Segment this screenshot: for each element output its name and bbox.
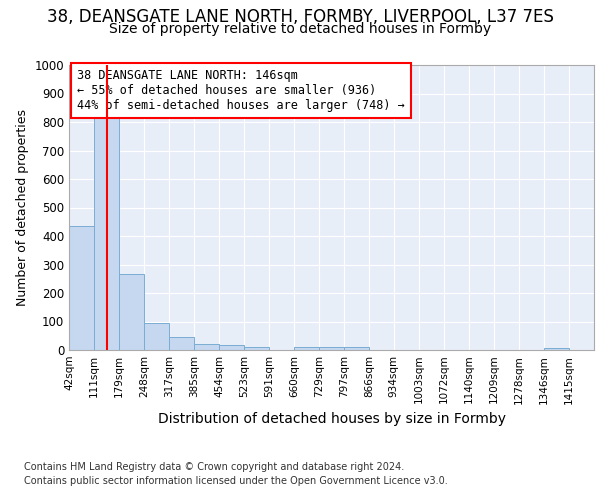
- Bar: [94, 116, 119, 350]
- Bar: [194, 344, 218, 350]
- Text: 38, DEANSGATE LANE NORTH, FORMBY, LIVERPOOL, L37 7ES: 38, DEANSGATE LANE NORTH, FORMBY, LIVERP…: [47, 8, 553, 26]
- Text: 38 DEANSGATE LANE NORTH: 146sqm
← 55% of detached houses are smaller (936)
44% o: 38 DEANSGATE LANE NORTH: 146sqm ← 55% of…: [77, 70, 404, 112]
- Bar: [119, 274, 143, 350]
- Text: Size of property relative to detached houses in Formby: Size of property relative to detached ho…: [109, 22, 491, 36]
- Bar: [144, 324, 169, 350]
- Y-axis label: Number of detached properties: Number of detached properties: [16, 109, 29, 306]
- Bar: [344, 347, 368, 350]
- Bar: [294, 347, 319, 350]
- Bar: [244, 347, 269, 350]
- Bar: [219, 346, 244, 350]
- Bar: [69, 226, 94, 350]
- Text: Contains public sector information licensed under the Open Government Licence v3: Contains public sector information licen…: [24, 476, 448, 486]
- Bar: [319, 347, 344, 350]
- X-axis label: Distribution of detached houses by size in Formby: Distribution of detached houses by size …: [157, 412, 505, 426]
- Bar: [169, 337, 194, 350]
- Text: Contains HM Land Registry data © Crown copyright and database right 2024.: Contains HM Land Registry data © Crown c…: [24, 462, 404, 472]
- Bar: [544, 348, 569, 350]
